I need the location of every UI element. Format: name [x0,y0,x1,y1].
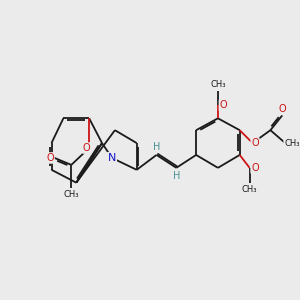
Text: CH₃: CH₃ [210,80,226,88]
Text: H: H [153,142,160,152]
Text: O: O [46,153,54,163]
Text: CH₃: CH₃ [242,185,257,194]
Text: N: N [108,153,116,163]
Text: CH₃: CH₃ [284,139,300,148]
Text: CH₃: CH₃ [64,190,79,199]
Text: O: O [251,138,259,148]
Text: O: O [83,143,91,153]
Text: O: O [251,163,259,173]
Text: H: H [172,171,180,181]
Text: O: O [220,100,227,110]
Text: O: O [278,104,286,114]
